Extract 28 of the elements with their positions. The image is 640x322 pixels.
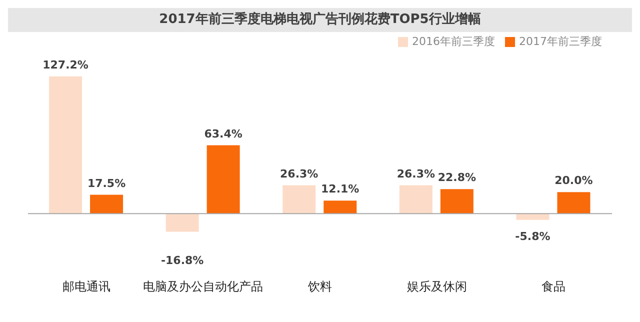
bar: [440, 189, 474, 214]
x-tick-label: 邮电通讯: [62, 280, 110, 294]
bar: [324, 200, 357, 214]
x-tick-label: 饮料: [307, 280, 332, 294]
x-tick-label: 电脑及办公自动化产品: [143, 280, 264, 294]
data-label: 20.0%: [554, 174, 593, 188]
legend-label: 2017年前三季度: [519, 35, 602, 48]
data-label: -5.8%: [515, 230, 550, 244]
bar: [282, 185, 316, 214]
bar: [90, 194, 124, 214]
data-label: 63.4%: [204, 127, 242, 140]
bar: [206, 145, 240, 214]
data-label: 26.3%: [396, 167, 436, 180]
chart-title: 2017年前三季度电梯电视广告刊例花费TOP5行业增幅: [8, 8, 632, 32]
bar: [557, 192, 590, 214]
data-label: 127.2%: [42, 58, 88, 72]
bar: [49, 76, 82, 214]
x-tick-label: 娱乐及休闲: [406, 280, 467, 294]
bar: [399, 185, 432, 214]
legend-label: 2016年前三季度: [412, 35, 495, 48]
data-label: -16.8%: [160, 254, 204, 267]
bar: [516, 214, 550, 220]
data-label: 26.3%: [280, 167, 318, 180]
bar: [166, 214, 199, 232]
x-tick-label: 食品: [542, 280, 566, 294]
data-label: 12.1%: [321, 182, 360, 196]
data-label: 17.5%: [87, 176, 126, 190]
data-label: 22.8%: [438, 171, 476, 184]
